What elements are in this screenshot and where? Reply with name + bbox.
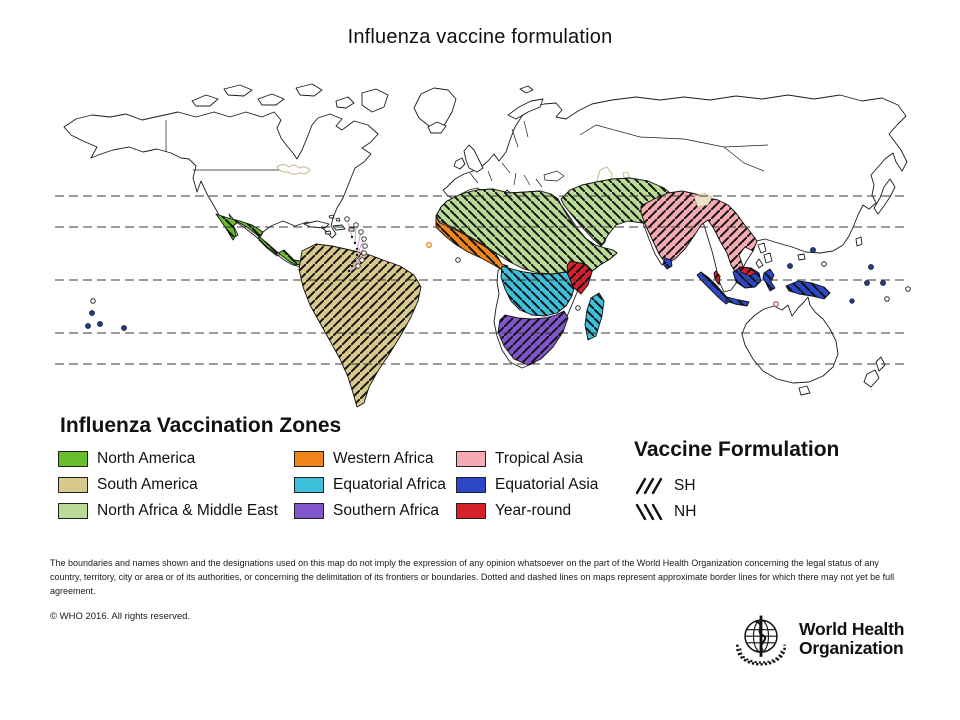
greenland (413, 87, 457, 133)
zone-label: North Africa & Middle East (97, 502, 278, 519)
arctic-islands (191, 83, 389, 113)
svalbard (519, 85, 534, 94)
zone-swatch (456, 503, 486, 519)
iceland (427, 121, 447, 134)
zone-north-africa (436, 189, 617, 278)
zone-year-round-east-africa (567, 261, 592, 294)
zones-legend: Influenza Vaccination Zones North Americ… (58, 414, 626, 520)
zone-label: Southern Africa (333, 502, 439, 519)
aral-sea (622, 171, 630, 179)
zone-year-round-borneo (739, 267, 756, 276)
who-emblem-icon (736, 615, 786, 666)
who-logo-line2: Organization (799, 638, 904, 658)
zone-equatorial-asia-sri-lanka (663, 258, 672, 269)
zone-label: Year-round (495, 502, 572, 519)
great-lakes (276, 163, 311, 175)
formulation-legend-heading: Vaccine Formulation (634, 438, 840, 461)
novaya-zemlya (507, 98, 544, 120)
ireland (453, 157, 466, 170)
who-logo-line1: World Health (799, 619, 905, 640)
legend-item-south-america: South America (58, 476, 294, 494)
zone-madagascar (585, 293, 604, 340)
formulation-label: SH (674, 477, 696, 494)
black-sea (543, 170, 565, 182)
zones-legend-heading: Influenza Vaccination Zones (60, 414, 342, 437)
world-map (55, 83, 911, 408)
timor-marker (773, 301, 779, 307)
bahamas (328, 214, 341, 222)
legend-item-year-round: Year-round (456, 502, 626, 520)
legend-item-north-africa-middle-east: North Africa & Middle East (58, 502, 294, 520)
map-disclaimer: The boundaries and names shown and the d… (50, 558, 895, 596)
legend-item-western-africa: Western Africa (294, 450, 456, 468)
legend-item-sh: SH (634, 476, 839, 496)
hainan (797, 253, 806, 261)
nh-hatch-icon (635, 503, 663, 521)
island-markers (85, 242, 911, 331)
tasmania (798, 385, 811, 396)
formulation-label: NH (674, 503, 697, 520)
legend-item-equatorial-asia: Equatorial Asia (456, 476, 626, 494)
north-america (63, 111, 379, 268)
zone-swatch (58, 477, 88, 493)
legend-item-tropical-asia: Tropical Asia (456, 450, 626, 468)
legend-item-north-america: North America (58, 450, 294, 468)
jamaica (324, 230, 332, 235)
zone-label: Tropical Asia (495, 450, 584, 467)
zone-equatorial-africa (501, 266, 575, 316)
zone-swatch (456, 451, 486, 467)
zone-middle-east (561, 178, 695, 246)
zone-label: Equatorial Africa (333, 476, 446, 493)
zone-swatch (456, 477, 486, 493)
page-title: Influenza vaccine formulation (347, 26, 613, 48)
taiwan (855, 236, 863, 247)
zone-southern-africa (498, 311, 568, 365)
zone-swatch (294, 477, 324, 493)
australia (741, 296, 839, 384)
philippines (755, 242, 773, 269)
zone-equatorial-asia-new-guinea (786, 281, 830, 299)
formulation-legend: Vaccine Formulation SH NH (634, 438, 839, 528)
legend-item-southern-africa: Southern Africa (294, 502, 456, 520)
zone-label: South America (97, 476, 198, 493)
new-zealand (863, 356, 886, 388)
zone-year-round-malaysia (714, 271, 720, 285)
copyright-notice: © WHO 2016. All rights reserved. (50, 611, 191, 622)
zone-label: Equatorial Asia (495, 476, 599, 493)
zone-swatch (58, 451, 88, 467)
legend-item-nh: NH (634, 502, 839, 522)
who-logo: World Health Organization (731, 609, 904, 669)
zone-north-america (216, 214, 305, 265)
united-kingdom (463, 144, 484, 173)
zone-swatch (294, 503, 324, 519)
cape-verde-marker (426, 242, 432, 248)
zone-equatorial-asia-java (726, 297, 749, 306)
who-logo-text: World Health Organization (799, 620, 904, 657)
vaccination-zones (215, 177, 831, 408)
zone-swatch (58, 503, 88, 519)
legend-item-equatorial-africa: Equatorial Africa (294, 476, 456, 494)
zone-swatch (294, 451, 324, 467)
zone-label: North America (97, 450, 196, 467)
country-borders (165, 120, 769, 188)
zone-western-africa (436, 217, 508, 271)
caribbean-callouts (344, 216, 368, 273)
sh-hatch-icon (635, 477, 663, 495)
zone-south-america (299, 244, 421, 407)
zone-label: Western Africa (333, 450, 434, 467)
latitude-lines (55, 195, 908, 365)
zone-tropical-asia (641, 191, 757, 275)
